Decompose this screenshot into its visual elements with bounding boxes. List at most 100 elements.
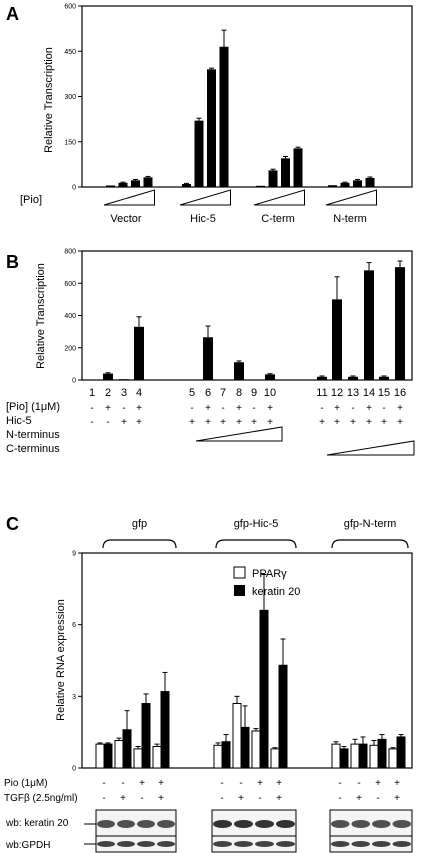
chart-b-hic5-sign: +	[350, 417, 356, 428]
chart-b-lane-label: 4	[136, 387, 142, 399]
chart-a-y-tick-label: 0	[72, 185, 76, 192]
chart-c-tgf-sign: +	[120, 793, 126, 804]
chart-c-bar-pparg	[114, 740, 124, 769]
chart-c-pio-sign: -	[102, 778, 105, 789]
legend-swatch-keratin	[234, 585, 245, 596]
chart-b-hic5-sign: -	[90, 417, 93, 428]
chart-b-hic5-sign: +	[189, 417, 195, 428]
chart-b-lane-label: 13	[347, 387, 359, 399]
chart-a-group-label: N-term	[333, 213, 367, 225]
chart-b-bar	[364, 270, 374, 380]
chart-b-y-tick-label: 800	[64, 249, 76, 256]
chart-b-pio-sign: +	[366, 403, 372, 414]
chart-b-bar	[348, 376, 358, 380]
chart-c-tgf-sign: +	[276, 793, 282, 804]
chart-b-hic5-sign: +	[205, 417, 211, 428]
chart-c-bar-keratin	[377, 738, 387, 769]
chart-c-pio-sign: +	[158, 778, 164, 789]
chart-b-bar	[203, 337, 213, 380]
chart-b-hic5-sign: +	[334, 417, 340, 428]
blot-band-gpdh	[392, 841, 411, 847]
chart-b-lane-label: 8	[236, 387, 242, 399]
chart-c-tgf-sign: -	[338, 793, 341, 804]
chart-a-y-tick-label: 600	[64, 4, 76, 11]
chart-c-bar-keratin	[141, 703, 151, 769]
blot-band-keratin	[97, 820, 115, 828]
chart-c-bar-pparg	[270, 748, 280, 769]
chart-c-tgf-sign: +	[356, 793, 362, 804]
chart-c-tgf-sign: -	[376, 793, 379, 804]
chart-c-treatment-signs: - - - + + - + + - - - + + - + + - - - + + - + +	[102, 778, 400, 804]
blot-band-keratin	[117, 820, 135, 828]
chart-a-bar	[118, 182, 128, 187]
chart-a-bar	[353, 180, 362, 187]
chart-b-lane-label: 1	[89, 387, 95, 399]
blot-band-keratin	[351, 820, 370, 828]
chart-b-pio-sign: -	[190, 403, 193, 414]
chart-c-bar-pparg	[213, 744, 223, 769]
chart-b-hic5-sign: +	[319, 417, 325, 428]
chart-b-bar	[317, 376, 327, 380]
chart-b-lane-label: 14	[363, 387, 375, 399]
chart-b-lane-label: 7	[220, 387, 226, 399]
panel-label-b: B	[6, 252, 19, 272]
chart-b-hic5-sign: +	[251, 417, 257, 428]
chart-a-y-tick-label: 450	[64, 49, 76, 56]
legend-label-pparg: PPARγ	[252, 568, 287, 580]
chart-b-pio-sign: -	[90, 403, 93, 414]
blot-band-keratin	[331, 820, 350, 828]
chart-c-tgf-sign: +	[238, 793, 244, 804]
blot-band-gpdh	[372, 841, 391, 847]
chart-c-pio-sign: -	[338, 778, 341, 789]
blot-band-gpdh	[255, 841, 274, 847]
chart-b-y-tick-label: 400	[64, 313, 76, 320]
chart-a-group-label: C-term	[261, 213, 295, 225]
chart-b-bar	[379, 376, 389, 380]
chart-a-wedges	[103, 189, 377, 206]
chart-c-bar-pparg	[350, 743, 360, 769]
chart-c-group-title: gfp-Hic-5	[234, 518, 279, 530]
chart-b-lane-label: 15	[378, 387, 390, 399]
chart-c-bar-keratin	[240, 726, 250, 769]
chart-c-pio-sign: +	[276, 778, 282, 789]
chart-c-bar-keratin	[221, 741, 231, 769]
chart-b-y-tick-label: 600	[64, 281, 76, 288]
chart-b-hic5-sign: +	[220, 417, 226, 428]
chart-b-row-pio: [Pio] (1μM)	[6, 401, 60, 413]
chart-b-hic5-sign: +	[136, 417, 142, 428]
chart-c-bar-keratin	[122, 729, 132, 769]
chart-b-row-cterm: C-terminus	[6, 443, 60, 455]
chart-c-pio-sign: -	[121, 778, 124, 789]
legend-label-keratin: keratin 20	[252, 586, 300, 598]
chart-c-y-tick-label: 6	[72, 622, 76, 629]
chart-b-bar	[332, 299, 342, 380]
chart-a-bar	[365, 177, 375, 187]
chart-a-pio-wedge	[253, 189, 305, 206]
blot-band-keratin	[157, 820, 175, 828]
chart-b-hic5-sign: +	[267, 417, 273, 428]
chart-c-group-title: gfp-N-term	[344, 518, 397, 530]
chart-a-y-tick-label: 150	[64, 139, 76, 146]
chart-c-row-tgf: TGFβ (2.5ng/ml)	[4, 793, 78, 804]
chart-b-lane-labels: 1 2 3 4 5 6 7 8 9 10 11 12 13 14 15 16	[89, 387, 406, 399]
chart-c-bar-keratin	[160, 691, 170, 769]
chart-a: Relative Transcription 0 150 300 450 600 [Pi…	[20, 4, 413, 225]
chart-a-bar	[182, 183, 191, 187]
chart-b-y-tick-label: 0	[72, 378, 76, 385]
chart-c-group-title: gfp	[132, 518, 147, 530]
blot-band-gpdh	[157, 841, 175, 847]
chart-c-pio-sign: -	[357, 778, 360, 789]
chart-a-pio-label: [Pio]	[20, 194, 42, 206]
chart-c-tgf-sign: -	[102, 793, 105, 804]
chart-c: gfp gfp-Hic-5 gfp-N-term Relative RNA expr…	[4, 518, 413, 853]
chart-c-pio-sign: -	[239, 778, 242, 789]
chart-b-bar	[265, 374, 275, 380]
chart-a-y-tick-label: 300	[64, 94, 76, 101]
chart-c-bars	[95, 574, 406, 769]
blot-band-keratin	[234, 820, 253, 828]
chart-a-ylabel: Relative Transcription	[43, 47, 55, 153]
blot-label-keratin: wb: keratin 20	[5, 818, 69, 829]
chart-c-row-pio: Pio (1μM)	[4, 778, 48, 789]
chart-a-bars	[106, 29, 375, 187]
